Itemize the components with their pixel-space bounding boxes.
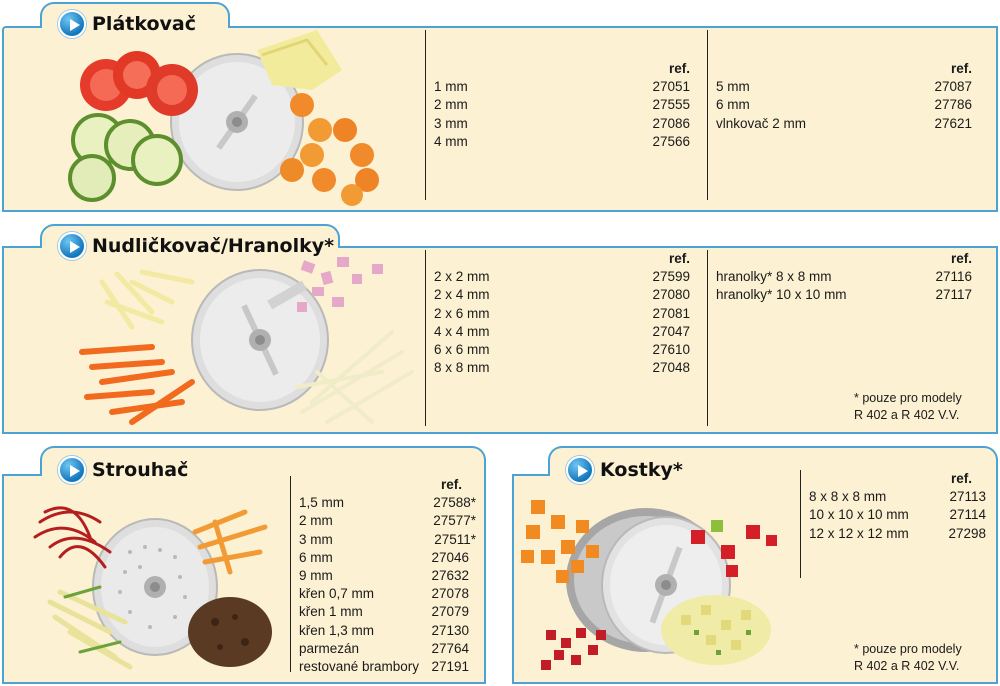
ref-table-kostky: ref. 8 x 8 x 8 mm 27113 10 x 10 x 10 mm 27…	[800, 470, 986, 578]
ref-header: ref.	[668, 61, 690, 76]
ref-header: ref.	[950, 251, 972, 266]
section-title-text: Strouhač	[92, 459, 189, 481]
table-row: 6 mm 27786	[716, 97, 972, 113]
footnote-kostky: * pouze pro modely R 402 a R 402 V.V.	[854, 642, 962, 673]
table-row: 6 mm 27046	[299, 549, 469, 565]
ref-table-nudlickovac-2: ref. hranolky* 8 x 8 mm 27116 hranolky* 1…	[707, 250, 972, 426]
ref-header: ref.	[668, 251, 690, 266]
play-circle-icon	[566, 456, 594, 484]
table-row: 2 x 4 mm 27080	[434, 287, 690, 303]
table-row: parmezán 27764	[299, 640, 469, 656]
ref-header: ref.	[440, 477, 462, 492]
ref-table-strouhac: ref. 1,5 mm 27588* 2 mm 27577* 3 mm 27511* …	[290, 476, 476, 674]
table-row: 1 mm 27051	[434, 79, 690, 95]
table-row: 5 mm 27087	[716, 79, 972, 95]
table-row: 8 x 8 x 8 mm 27113	[809, 489, 986, 505]
table-row: 6 x 6 mm 27610	[434, 342, 690, 358]
table-row: 2 mm 27555	[434, 97, 690, 113]
slicer-illustration	[68, 30, 379, 206]
table-row: 2 mm 27577*	[299, 513, 476, 529]
table-row: hranolky* 8 x 8 mm 27116	[716, 269, 972, 285]
play-circle-icon	[58, 232, 86, 260]
table-row: křen 1,3 mm 27130	[299, 622, 469, 638]
table-row: vlnkovač 2 mm 27621	[716, 115, 972, 131]
section-title-text: Kostky*	[600, 459, 683, 481]
section-title-text: Plátkovač	[92, 13, 196, 35]
table-row: 2 x 6 mm 27081	[434, 305, 690, 321]
ref-table-platkovac-1: ref. 1 mm 27051 2 mm 27555 3 mm 27086 4 mm 2…	[425, 30, 690, 200]
table-row: 3 mm 27086	[434, 115, 690, 131]
dicer-illustration	[521, 500, 777, 670]
julienne-illustration	[79, 257, 414, 425]
play-circle-icon	[58, 456, 86, 484]
section-title-platkovac: Plátkovač	[58, 10, 196, 38]
section-title-text: Nudličkovač/Hranolky*	[92, 235, 335, 257]
grater-illustration	[33, 506, 272, 670]
table-row: 4 x 4 mm 27047	[434, 323, 690, 339]
table-row: 9 mm 27632	[299, 568, 469, 584]
table-row: 3 mm 27511*	[299, 531, 476, 547]
footnote-nudlickovac: * pouze pro modely R 402 a R 402 V.V.	[854, 391, 962, 422]
section-title-kostky: Kostky*	[566, 456, 683, 484]
ref-header: ref.	[950, 471, 972, 486]
section-title-nudlickovac: Nudličkovač/Hranolky*	[58, 232, 334, 260]
ref-table-nudlickovac-1: ref. 2 x 2 mm 27599 2 x 4 mm 27080 2 x 6 m…	[425, 250, 690, 426]
ref-header: ref.	[950, 61, 972, 76]
play-circle-icon	[58, 10, 86, 38]
table-row: 2 x 2 mm 27599	[434, 269, 690, 285]
ref-table-platkovac-2: ref. 5 mm 27087 6 mm 27786 vlnkovač 2 mm 27…	[707, 30, 972, 200]
table-row: 10 x 10 x 10 mm 27114	[809, 507, 986, 523]
table-row: křen 1 mm 27079	[299, 604, 469, 620]
table-row: 12 x 12 x 12 mm 27298	[809, 525, 986, 541]
table-row: restované brambory 27191	[299, 659, 469, 675]
table-row: 4 mm 27566	[434, 133, 690, 149]
table-row: hranolky* 10 x 10 mm 27117	[716, 287, 972, 303]
table-row: 1,5 mm 27588*	[299, 495, 476, 511]
section-title-strouhac: Strouhač	[58, 456, 188, 484]
table-row: křen 0,7 mm 27078	[299, 586, 469, 602]
table-row: 8 x 8 mm 27048	[434, 360, 690, 376]
